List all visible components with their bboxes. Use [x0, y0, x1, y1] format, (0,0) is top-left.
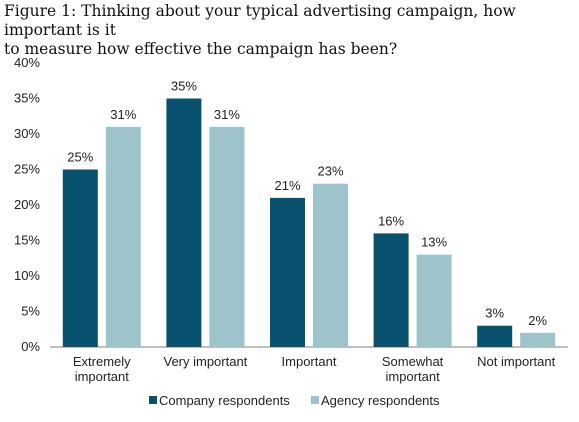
x-tick-label: important — [75, 369, 130, 384]
data-label: 13% — [421, 235, 447, 250]
y-tick-label: 15% — [14, 233, 40, 248]
bar — [520, 332, 556, 347]
bar — [105, 126, 141, 348]
y-tick-label: 20% — [14, 197, 40, 212]
bar — [477, 325, 513, 347]
data-label: 16% — [378, 213, 404, 228]
data-label: 23% — [317, 164, 343, 179]
bar — [209, 126, 245, 348]
legend-swatch — [311, 396, 319, 404]
y-tick-label: 35% — [14, 91, 40, 106]
x-tick-label: Very important — [163, 354, 247, 369]
y-tick-label: 40% — [14, 55, 40, 70]
y-tick-label: 5% — [21, 304, 40, 319]
data-label: 3% — [485, 306, 504, 321]
x-tick-label: Extremely — [73, 354, 131, 369]
figure-title-line-1: Figure 1: Thinking about your typical ad… — [4, 2, 516, 39]
legend-label: Agency respondents — [321, 393, 440, 408]
x-tick-label: Somewhat — [382, 354, 444, 369]
legend-label: Company respondents — [159, 393, 290, 408]
data-label: 21% — [274, 178, 300, 193]
y-tick-label: 0% — [21, 339, 40, 354]
y-tick-label: 30% — [14, 126, 40, 141]
bar — [166, 98, 202, 347]
bar — [313, 183, 348, 347]
x-tick-label: Not important — [477, 354, 555, 369]
bar — [270, 197, 305, 347]
data-label: 2% — [528, 313, 547, 328]
data-label: 35% — [171, 79, 197, 94]
bar — [416, 254, 452, 347]
bar — [373, 233, 409, 347]
data-label: 31% — [214, 107, 240, 122]
legend-swatch — [149, 396, 157, 404]
x-tick-label: Important — [282, 354, 337, 369]
data-label: 25% — [67, 150, 93, 165]
bar — [62, 169, 98, 347]
figure-title: Figure 1: Thinking about your typical ad… — [4, 2, 574, 59]
y-tick-label: 10% — [14, 268, 40, 283]
x-tick-label: important — [385, 369, 440, 384]
figure-title-line-2: to measure how effective the campaign ha… — [4, 40, 398, 58]
data-label: 31% — [110, 107, 136, 122]
y-tick-label: 25% — [14, 162, 40, 177]
